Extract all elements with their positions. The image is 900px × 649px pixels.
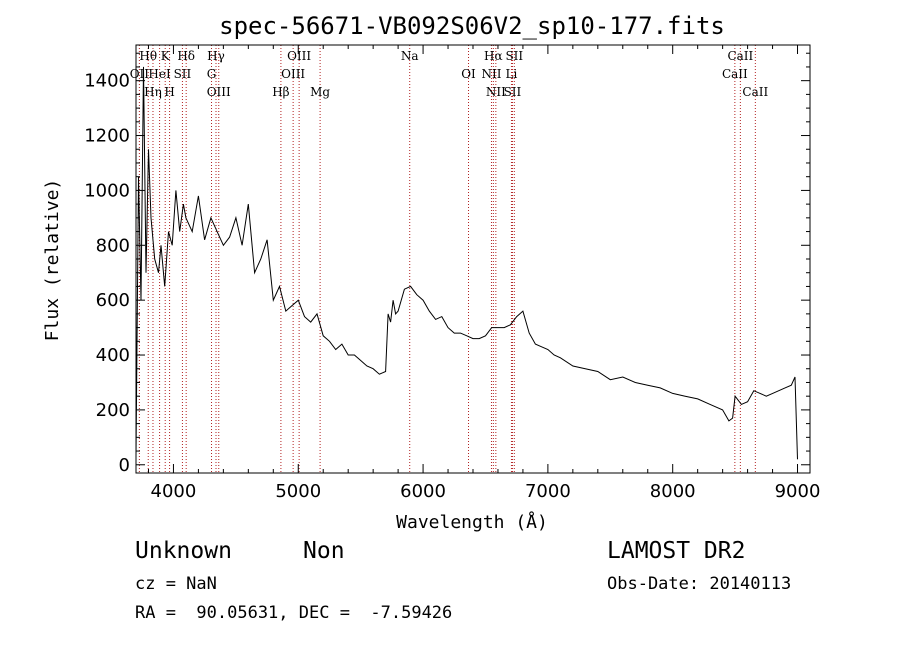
line-label: Hα bbox=[484, 49, 503, 63]
x-tick-label: 5000 bbox=[275, 481, 321, 502]
observation-date: Obs-Date: 20140113 bbox=[607, 574, 792, 594]
emission-line-markers bbox=[138, 45, 756, 473]
x-axis-label: Wavelength (Å) bbox=[396, 511, 548, 533]
line-label: SII bbox=[174, 67, 192, 81]
line-label: Li bbox=[506, 67, 518, 81]
line-label: NII bbox=[486, 85, 506, 99]
x-tick-label: 8000 bbox=[650, 481, 696, 502]
flux-series bbox=[135, 66, 798, 460]
line-label: OIII bbox=[207, 85, 231, 99]
line-label: Hη bbox=[144, 85, 162, 99]
y-tick-label: 600 bbox=[96, 290, 130, 311]
line-label: NII bbox=[481, 67, 501, 81]
y-tick-label: 1000 bbox=[84, 180, 130, 201]
y-tick-label: 0 bbox=[119, 455, 130, 476]
coordinates: RA = 90.05631, DEC = -7.59426 bbox=[135, 603, 453, 623]
line-label: Hγ bbox=[207, 49, 225, 63]
object-class: Unknown bbox=[135, 538, 232, 564]
line-label: K bbox=[161, 49, 171, 63]
y-axis-label: Flux (relative) bbox=[42, 179, 63, 342]
line-label: OI bbox=[461, 67, 476, 81]
y-axis-ticks: 0 200 400 600 800 1000 1200 1400 bbox=[84, 52, 810, 476]
line-label: SII bbox=[504, 85, 522, 99]
line-label: Hδ bbox=[177, 49, 195, 63]
x-tick-label: 4000 bbox=[151, 481, 197, 502]
survey-name: LAMOST DR2 bbox=[607, 538, 746, 564]
line-label: Mg bbox=[310, 85, 330, 99]
line-label: OII bbox=[130, 67, 150, 81]
line-label: G bbox=[207, 67, 217, 81]
line-label: OIII bbox=[287, 49, 311, 63]
redshift-cz: cz = NaN bbox=[135, 574, 217, 594]
y-tick-label: 400 bbox=[96, 345, 130, 366]
y-tick-label: 800 bbox=[96, 235, 130, 256]
x-tick-label: 9000 bbox=[775, 481, 821, 502]
line-label: HeI bbox=[148, 67, 171, 81]
line-label: CaII bbox=[727, 49, 753, 63]
x-tick-label: 6000 bbox=[400, 481, 446, 502]
spectrum-chart: spec-56671-VB092S06V2_sp10-177.fits Hθ OI… bbox=[42, 12, 821, 533]
object-subclass: Non bbox=[303, 538, 345, 564]
x-tick-label: 7000 bbox=[525, 481, 571, 502]
line-label: CaII bbox=[742, 85, 768, 99]
line-label: Na bbox=[401, 49, 419, 63]
x-axis-ticks: 4000 5000 6000 7000 8000 9000 bbox=[147, 45, 821, 502]
y-tick-label: 1400 bbox=[84, 71, 130, 92]
y-tick-label: 200 bbox=[96, 400, 130, 421]
y-tick-label: 1200 bbox=[84, 126, 130, 147]
chart-title: spec-56671-VB092S06V2_sp10-177.fits bbox=[219, 12, 725, 40]
line-label: SII bbox=[505, 49, 523, 63]
line-label: H bbox=[164, 85, 174, 99]
line-label: OIII bbox=[281, 67, 305, 81]
line-label: CaII bbox=[722, 67, 748, 81]
line-label: Hθ bbox=[139, 49, 157, 63]
line-label: Hβ bbox=[272, 85, 289, 99]
emission-line-labels: Hθ OII Hη K HeI H Hδ SII OIII Hγ G Hβ OIII OIII Mg Na OI… bbox=[130, 49, 769, 99]
plot-frame bbox=[135, 44, 811, 474]
